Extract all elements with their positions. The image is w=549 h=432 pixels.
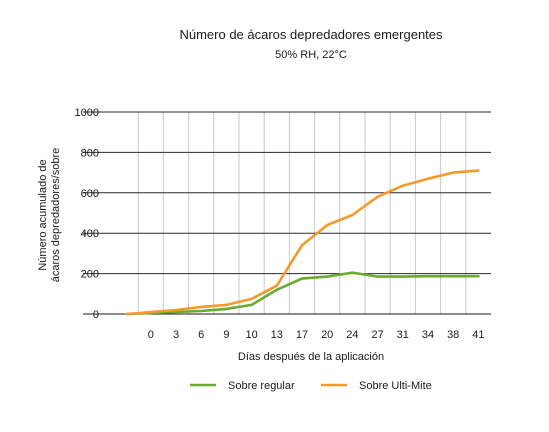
x-tick-label: 31 <box>397 329 409 341</box>
legend-label-2: Sobre Ulti-Mite <box>359 380 432 392</box>
y-axis-title-line: ácaros depredadores/sobre <box>50 148 62 283</box>
x-tick-label: 0 <box>148 329 154 341</box>
x-axis-title: Días después de la aplicación <box>238 351 384 363</box>
x-tick-label: 24 <box>346 329 358 341</box>
x-tick-label: 17 <box>296 329 308 341</box>
y-axis-ticks: 0 200 400 600 800 1000 <box>75 107 99 321</box>
x-tick-label: 9 <box>223 329 229 341</box>
x-tick-label: 13 <box>271 329 283 341</box>
x-tick-label: 10 <box>245 329 257 341</box>
series-line-1 <box>125 271 480 316</box>
x-tick-label: 3 <box>173 329 179 341</box>
legend: Sobre regular Sobre Ulti-Mite <box>190 380 432 392</box>
x-tick-label: 20 <box>321 329 333 341</box>
series-line-2 <box>125 169 480 316</box>
y-axis-title-group: Número acumulado de ácaros depredadores/s… <box>37 148 62 283</box>
x-tick-label: 6 <box>198 329 204 341</box>
y-tick-label: 600 <box>81 188 99 200</box>
series-lines <box>125 169 480 316</box>
y-tick-label: 800 <box>81 147 99 159</box>
chart-subtitle: 50% RH, 22°C <box>275 49 347 61</box>
chart-title: Número de ácaros depredadores emergentes <box>179 27 443 42</box>
x-tick-label: 41 <box>472 329 484 341</box>
y-axis-title-line: Número acumulado de <box>37 159 49 270</box>
x-tick-label: 34 <box>422 329 434 341</box>
legend-label-1: Sobre regular <box>228 380 295 392</box>
grid <box>83 111 491 315</box>
y-tick-label: 0 <box>93 309 99 321</box>
y-tick-label: 200 <box>81 269 99 281</box>
y-tick-label: 1000 <box>75 107 99 119</box>
x-axis-ticks: 0 3 6 9 10 13 17 20 24 27 31 34 38 41 <box>148 329 485 341</box>
y-axis-title: Número acumulado de ácaros depredadores/s… <box>37 148 62 283</box>
x-tick-label: 27 <box>371 329 383 341</box>
x-tick-label: 38 <box>447 329 459 341</box>
y-tick-label: 400 <box>81 228 99 240</box>
